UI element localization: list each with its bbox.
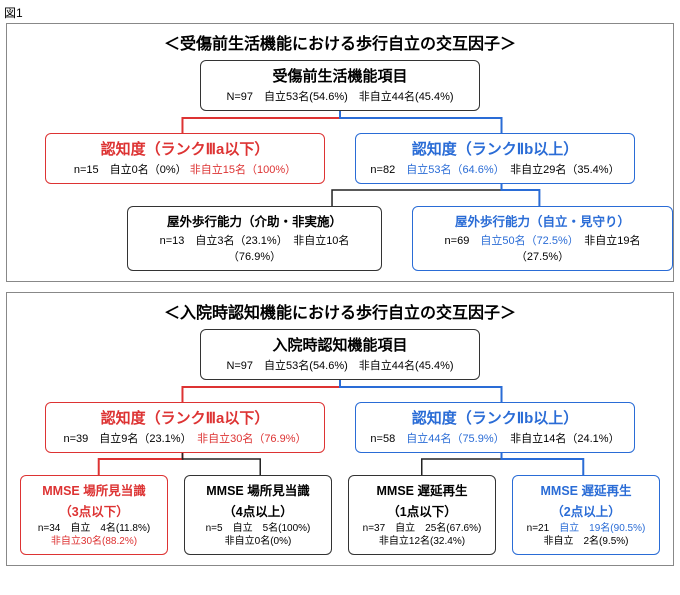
p2-rr-l1: n=21 自立 19名(90.5%) bbox=[517, 522, 655, 535]
p2-rl-l2: 非自立12名(32.4%) bbox=[353, 535, 491, 548]
p2-rr-node: MMSE 遅延再生 （2点以上） n=21 自立 19名(90.5%) 非自立 … bbox=[512, 475, 660, 555]
p1-left-hl: 非自立15名（100%） bbox=[190, 164, 296, 176]
figure-label: 図1 bbox=[0, 0, 680, 23]
panel2-title: ＜入院時認知機能における歩行自立の交互因子＞ bbox=[7, 299, 673, 323]
p1-rl-node: 屋外歩行能力（介助・非実施） n=13 自立3名（23.1%） 非自立10名（7… bbox=[127, 206, 382, 271]
p2-ll-l1: n=34 自立 4名(11.8%) bbox=[25, 522, 163, 535]
p1-right-node: 認知度（ランクⅡb以上） n=82 自立53名（64.6%） 非自立29名（35… bbox=[355, 133, 635, 184]
p2-rr-l2: 非自立 2名(9.5%) bbox=[517, 535, 655, 548]
p1-rr-hl: 自立50名（72.5%） bbox=[480, 235, 573, 247]
p2-left-node: 認知度（ランクⅢa以下） n=39 自立9名（23.1%） 非自立30名（76.… bbox=[45, 402, 325, 453]
p1-right-title: 認知度（ランクⅡb以上） bbox=[366, 138, 624, 159]
p2-right-stats: n=58 自立44名（75.9%） 非自立14名（24.1%） bbox=[366, 430, 624, 446]
p2-root-node: 入院時認知機能項目 N=97 自立53名(54.6%) 非自立44名(45.4%… bbox=[200, 329, 480, 380]
p2-left-hl: 非自立30名（76.9%） bbox=[197, 433, 306, 445]
p1-root-title: 受傷前生活機能項目 bbox=[211, 65, 469, 86]
panel-1: ＜受傷前生活機能における歩行自立の交互因子＞ 受傷前生活機能項目 N=97 自立… bbox=[6, 23, 674, 282]
p2-lr-sub: （4点以上） bbox=[189, 501, 327, 520]
p1-rl-title: 屋外歩行能力（介助・非実施） bbox=[138, 211, 371, 230]
panel-2: ＜入院時認知機能における歩行自立の交互因子＞ 入院時認知機能項目 N=97 自立… bbox=[6, 292, 674, 566]
p1-right-npre: n=82 bbox=[370, 164, 406, 176]
p2-left-npre: n=39 自立9名（23.1%） bbox=[63, 433, 197, 445]
p2-lr-l2: 非自立0名(0%) bbox=[189, 535, 327, 548]
p2-rl-node: MMSE 遅延再生 （1点以下） n=37 自立 25名(67.6%) 非自立1… bbox=[348, 475, 496, 555]
p2-ll-sub: （3点以下） bbox=[25, 501, 163, 520]
p1-left-title: 認知度（ランクⅢa以下） bbox=[56, 138, 314, 159]
p1-rl-stats: n=13 自立3名（23.1%） 非自立10名（76.9%） bbox=[138, 232, 371, 264]
p2-ll-title: MMSE 場所見当識 bbox=[25, 480, 163, 499]
p1-right-hl: 自立53名（64.6%） bbox=[406, 164, 499, 176]
p1-root-stats: N=97 自立53名(54.6%) 非自立44名(45.4%) bbox=[211, 88, 469, 104]
p2-rr-l1hl: 自立 19名(90.5%) bbox=[559, 523, 645, 534]
p2-right-node: 認知度（ランクⅡb以上） n=58 自立44名（75.9%） 非自立14名（24… bbox=[355, 402, 635, 453]
p1-rr-title: 屋外歩行能力（自立・見守り） bbox=[423, 211, 662, 230]
p2-right-npre: n=58 bbox=[370, 433, 406, 445]
p2-root-title: 入院時認知機能項目 bbox=[211, 334, 469, 355]
p2-ll-node: MMSE 場所見当識 （3点以下） n=34 自立 4名(11.8%) 非自立3… bbox=[20, 475, 168, 555]
p2-rl-title: MMSE 遅延再生 bbox=[353, 480, 491, 499]
p2-left-title: 認知度（ランクⅢa以下） bbox=[56, 407, 314, 428]
panel1-title: ＜受傷前生活機能における歩行自立の交互因子＞ bbox=[7, 30, 673, 54]
p2-ll-l2: 非自立30名(88.2%) bbox=[25, 535, 163, 548]
p2-right-npost: 非自立14名（24.1%） bbox=[499, 433, 619, 445]
p1-right-npost: 非自立29名（35.4%） bbox=[499, 164, 619, 176]
p1-left-n: n=15 自立0名（0%） bbox=[74, 164, 187, 176]
p2-lr-node: MMSE 場所見当識 （4点以上） n=5 自立 5名(100%) 非自立0名(… bbox=[184, 475, 332, 555]
p2-right-title: 認知度（ランクⅡb以上） bbox=[366, 407, 624, 428]
p2-rr-l1pre: n=21 bbox=[527, 523, 560, 534]
p1-left-node: 認知度（ランクⅢa以下） n=15 自立0名（0%） 非自立15名（100%） bbox=[45, 133, 325, 184]
p1-right-stats: n=82 自立53名（64.6%） 非自立29名（35.4%） bbox=[366, 161, 624, 177]
p2-right-hl: 自立44名（75.9%） bbox=[406, 433, 499, 445]
p1-rr-npre: n=69 bbox=[445, 235, 481, 247]
p2-rr-sub: （2点以上） bbox=[517, 501, 655, 520]
p2-root-stats: N=97 自立53名(54.6%) 非自立44名(45.4%) bbox=[211, 357, 469, 373]
p1-left-stats: n=15 自立0名（0%） 非自立15名（100%） bbox=[56, 161, 314, 177]
p2-lr-title: MMSE 場所見当識 bbox=[189, 480, 327, 499]
p1-rr-stats: n=69 自立50名（72.5%） 非自立19名（27.5%） bbox=[423, 232, 662, 264]
p2-rl-sub: （1点以下） bbox=[353, 501, 491, 520]
p2-lr-l1: n=5 自立 5名(100%) bbox=[189, 522, 327, 535]
p2-rr-title: MMSE 遅延再生 bbox=[517, 480, 655, 499]
p1-root-node: 受傷前生活機能項目 N=97 自立53名(54.6%) 非自立44名(45.4%… bbox=[200, 60, 480, 111]
p2-rl-l1: n=37 自立 25名(67.6%) bbox=[353, 522, 491, 535]
p2-left-stats: n=39 自立9名（23.1%） 非自立30名（76.9%） bbox=[56, 430, 314, 446]
p1-rr-node: 屋外歩行能力（自立・見守り） n=69 自立50名（72.5%） 非自立19名（… bbox=[412, 206, 673, 271]
